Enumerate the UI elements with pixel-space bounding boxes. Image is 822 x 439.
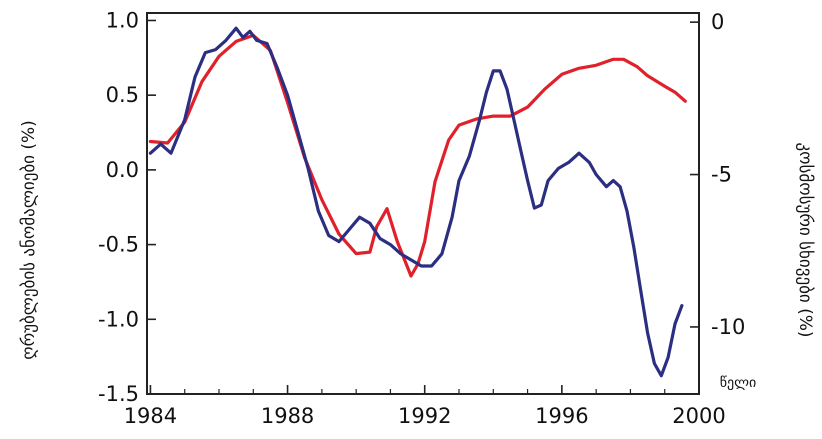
x-tick-label: 2000 <box>672 404 725 428</box>
cosmic-ray-series-line <box>148 26 684 378</box>
x-tick-label: 1988 <box>261 404 314 428</box>
cloud-anomaly-series-line <box>148 33 687 278</box>
y-right-tick-label: 0 <box>711 10 724 34</box>
y-right-tick-label: -5 <box>711 163 732 187</box>
y-left-tick-label: 1.0 <box>106 8 139 32</box>
x-tick-label: 1992 <box>398 404 451 428</box>
x-axis-title: წელი <box>720 375 757 391</box>
y-left-tick-label: -0.5 <box>98 233 139 257</box>
y-left-tick-label: -1.0 <box>98 307 139 331</box>
y-right-tick-label: -10 <box>711 315 745 339</box>
y-right-axis-title: კოსმოსური სხივები (%) <box>795 143 815 338</box>
y-left-tick-label: 0.0 <box>106 158 139 182</box>
x-tick-label: 1984 <box>124 404 177 428</box>
y-left-tick-label: -1.5 <box>98 382 139 406</box>
tick-labels: 1984 1988 1992 1996 2000 1.0 0.5 0.0 -0.5 -1.0 -1.… <box>98 8 745 428</box>
y-left-tick-label: 0.5 <box>106 83 139 107</box>
y-left-axis-title: ღრუბლების ანომალიები (%) <box>19 120 39 360</box>
series-lines <box>148 26 687 378</box>
tick-marks <box>147 19 700 395</box>
plot-area-frame <box>146 12 700 395</box>
x-tick-label: 1996 <box>535 404 588 428</box>
